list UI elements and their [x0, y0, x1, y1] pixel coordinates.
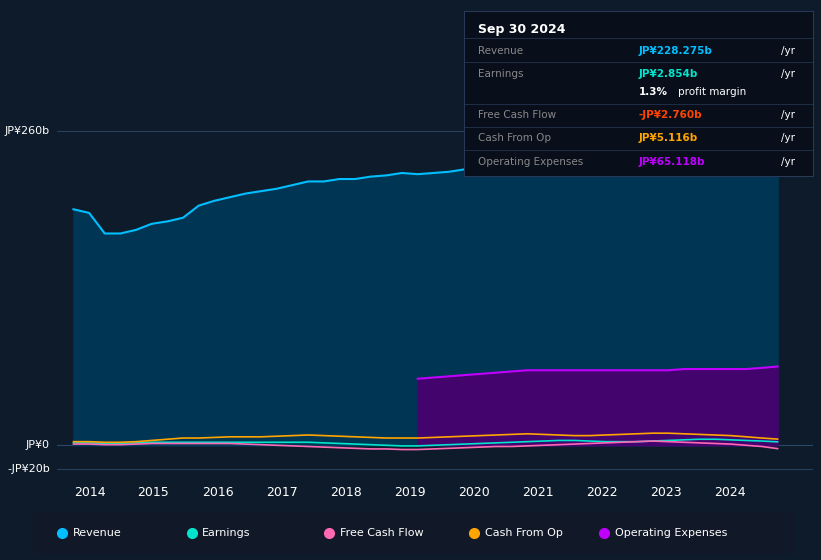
Text: JP¥65.118b: JP¥65.118b [639, 157, 704, 166]
Text: profit margin: profit margin [678, 87, 747, 97]
Text: -JP¥20b: -JP¥20b [7, 464, 50, 474]
Text: /yr: /yr [782, 46, 796, 56]
Text: /yr: /yr [782, 157, 796, 166]
Text: JP¥0: JP¥0 [26, 440, 50, 450]
Text: Revenue: Revenue [478, 46, 523, 56]
Text: /yr: /yr [782, 110, 796, 120]
Text: /yr: /yr [782, 69, 796, 79]
Text: Free Cash Flow: Free Cash Flow [340, 529, 424, 538]
Text: JP¥228.275b: JP¥228.275b [639, 46, 712, 56]
Text: Free Cash Flow: Free Cash Flow [478, 110, 556, 120]
Text: Revenue: Revenue [72, 529, 122, 538]
Text: -JP¥2.760b: -JP¥2.760b [639, 110, 702, 120]
Text: JP¥2.854b: JP¥2.854b [639, 69, 698, 79]
Text: Earnings: Earnings [478, 69, 523, 79]
Text: 1.3%: 1.3% [639, 87, 667, 97]
Text: JP¥260b: JP¥260b [5, 125, 50, 136]
Text: Cash From Op: Cash From Op [478, 133, 551, 143]
Text: /yr: /yr [782, 133, 796, 143]
Text: Operating Expenses: Operating Expenses [615, 529, 727, 538]
Text: Operating Expenses: Operating Expenses [478, 157, 583, 166]
Text: Cash From Op: Cash From Op [485, 529, 562, 538]
Text: JP¥5.116b: JP¥5.116b [639, 133, 698, 143]
Text: Earnings: Earnings [202, 529, 251, 538]
Text: Sep 30 2024: Sep 30 2024 [478, 23, 566, 36]
